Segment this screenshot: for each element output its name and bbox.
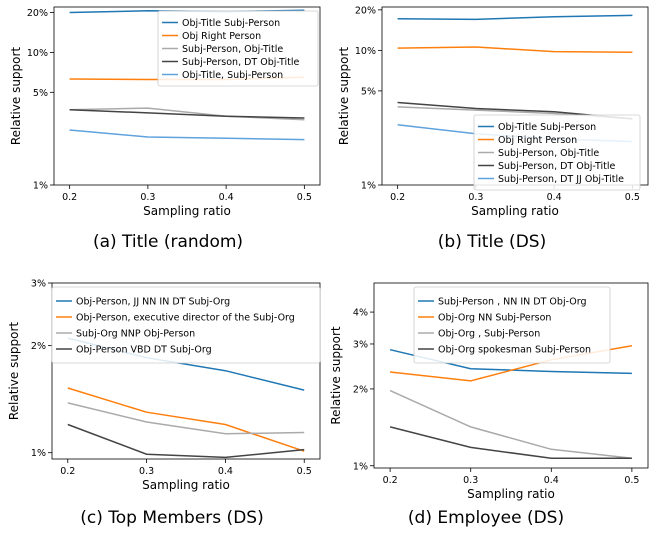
subfigure-caption: (b) Title (DS) — [438, 232, 546, 252]
series-line-4 — [389, 426, 632, 460]
subfigure-caption: (c) Top Members (DS) — [80, 508, 263, 528]
x-tick-label: 0.3 — [468, 192, 483, 203]
series-line-4 — [67, 423, 305, 459]
legend-box — [157, 10, 319, 87]
y-tick-label: 1% — [31, 448, 46, 459]
x-tick-label: 0.3 — [139, 466, 154, 477]
x-tick-label: 0.3 — [463, 475, 478, 486]
legend-label: Obj-Org , Subj-Person — [438, 328, 540, 339]
chart-panel-3: 0.2 0.3 0.4 0.5 1% 2% 3% Sampling ratio Relative… — [7, 279, 321, 528]
y-tick-label: 1% — [33, 181, 48, 192]
x-tick-label: 0.5 — [624, 475, 639, 486]
y-tick-label: 5% — [361, 86, 376, 97]
legend-label: Subj-Person, DT JJ Obj-Title — [498, 174, 624, 185]
series-line-5 — [69, 129, 305, 141]
legend-label: Subj-Person, Obj-Title — [182, 44, 283, 55]
y-tick-label: 4% — [353, 308, 368, 319]
chart-panel-4: 0.2 0.3 0.4 0.5 1% 2% 3% 4% Sampling ratio Relati… — [329, 282, 649, 528]
x-tick-label: 0.5 — [297, 466, 312, 477]
y-tick-label: 20% — [355, 5, 376, 16]
legend-label: Obj-Person, JJ NN IN DT Subj-Org — [76, 296, 230, 307]
legend-label: Subj-Org NNP Obj-Person — [76, 328, 195, 339]
x-axis-label: Sampling ratio — [143, 204, 231, 218]
series-line-3 — [67, 402, 305, 435]
chart-panel-2: 0.2 0.3 0.4 0.5 1% 5% 10% 20% Sampling ratio Rela… — [337, 5, 649, 252]
x-tick-label: 0.3 — [140, 192, 155, 203]
y-tick-label: 3% — [31, 279, 46, 290]
y-axis-label: Relative support — [329, 326, 343, 425]
legend-label: Obj-Title Subj-Person — [498, 122, 596, 133]
y-tick-label: 2% — [31, 341, 46, 352]
legend-label: Obj-Title, Subj-Person — [182, 70, 283, 81]
x-tick-label: 0.4 — [218, 466, 233, 477]
legend-label: Obj-Org NN Subj-Person — [438, 312, 551, 323]
y-tick-label: 1% — [353, 461, 368, 472]
series-line-4 — [69, 108, 305, 119]
series-line-3 — [69, 107, 305, 121]
x-tick-label: 0.2 — [60, 466, 75, 477]
series-line-2 — [67, 387, 305, 452]
x-axis-label: Sampling ratio — [471, 204, 559, 218]
x-tick-label: 0.2 — [383, 475, 398, 486]
x-tick-label: 0.5 — [625, 192, 640, 203]
legend-label: Obj-Org spokesman Subj-Person — [438, 344, 591, 355]
chart-panel-1: 0.2 0.3 0.4 0.5 1% 5% 10% 20% Sampling ratio Rela… — [9, 6, 321, 252]
series-line-2 — [397, 46, 633, 53]
legend-label: Subj-Person, DT Obj-Title — [182, 57, 299, 68]
y-axis-label: Relative support — [9, 47, 23, 146]
x-axis-label: Sampling ratio — [467, 487, 555, 501]
legend-label: Subj-Person, DT Obj-Title — [498, 161, 615, 172]
x-tick-label: 0.5 — [297, 192, 312, 203]
y-tick-label: 20% — [27, 8, 48, 19]
y-axis-label: Relative support — [337, 47, 351, 146]
legend-box — [413, 286, 611, 364]
legend-label: Obj Right Person — [498, 135, 577, 146]
legend-label: Subj-Person, Obj-Title — [498, 148, 599, 159]
x-tick-label: 0.4 — [547, 192, 562, 203]
x-tick-label: 0.2 — [62, 192, 77, 203]
subfigure-caption: (d) Employee (DS) — [408, 508, 564, 528]
y-axis-label: Relative support — [7, 322, 21, 421]
legend-label: Obj-Person, executive director of the Su… — [76, 312, 295, 323]
legend-label: Obj-Title Subj-Person — [182, 18, 280, 29]
x-axis-label: Sampling ratio — [142, 478, 230, 492]
y-tick-label: 10% — [27, 48, 48, 59]
legend-label: Obj-Person VBD DT Subj-Org — [76, 344, 212, 355]
legend-label: Obj Right Person — [182, 31, 261, 42]
series-line-3 — [389, 389, 632, 460]
subfigure-caption: (a) Title (random) — [93, 232, 243, 252]
y-tick-label: 3% — [353, 339, 368, 350]
y-tick-label: 10% — [355, 46, 376, 57]
x-tick-label: 0.4 — [544, 475, 559, 486]
x-tick-label: 0.2 — [390, 192, 405, 203]
legend-box — [473, 114, 641, 191]
y-tick-label: 5% — [33, 88, 48, 99]
x-tick-label: 0.4 — [219, 192, 234, 203]
y-tick-label: 2% — [353, 384, 368, 395]
y-tick-label: 1% — [361, 181, 376, 192]
legend-box — [51, 286, 321, 364]
legend-label: Subj-Person , NN IN DT Obj-Org — [438, 296, 587, 307]
series-line-1 — [397, 14, 633, 21]
